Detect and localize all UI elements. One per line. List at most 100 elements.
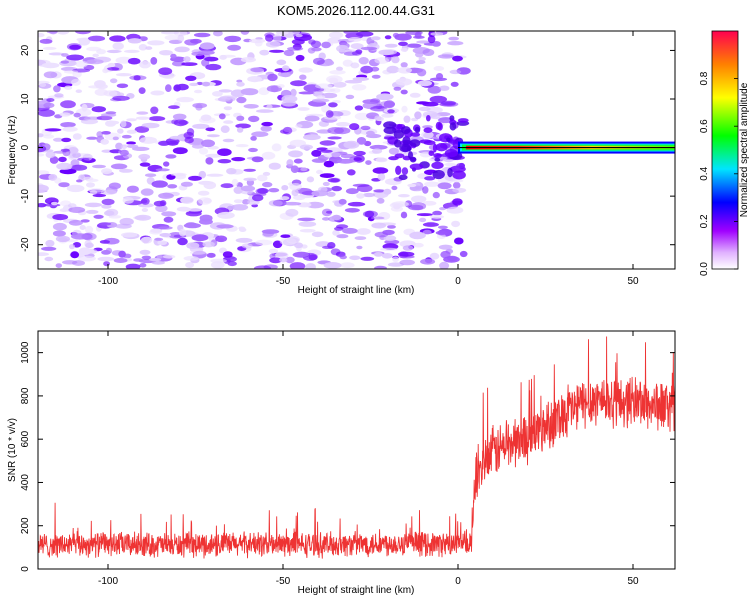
- carrier-streak: [458, 141, 675, 154]
- spectrogram-noise-blob: [437, 182, 452, 190]
- spectrogram-noise-blob: [48, 52, 65, 56]
- spectrogram-noise-blob: [400, 89, 408, 95]
- spectrogram-noise-blob: [44, 256, 54, 262]
- spectrogram-noise-blob: [155, 168, 170, 172]
- spectrogram-noise-blob: [163, 161, 170, 167]
- spectrogram-noise-blob: [423, 127, 433, 133]
- spectrogram-noise-blob: [119, 168, 133, 173]
- spectrogram-noise-blob: [92, 164, 106, 169]
- spectrogram-noise-blob: [392, 256, 399, 263]
- spectrogram-noise-blob: [457, 118, 469, 123]
- spectrogram-noise-blob: [233, 199, 243, 204]
- spectrogram-noise-blob: [101, 198, 115, 206]
- spectrogram-noise-blob: [72, 133, 82, 140]
- spectrogram-noise-blob: [290, 88, 297, 97]
- spectrogram-y-tick-label: 20: [20, 44, 31, 56]
- snr-y-tick-label: 800: [20, 387, 31, 404]
- spectrogram-noise-blob: [299, 74, 307, 80]
- spectrogram-noise-blob: [158, 226, 173, 230]
- spectrogram-noise-blob: [180, 196, 194, 204]
- snr-y-tick-label: 600: [20, 430, 31, 447]
- spectrogram-noise-blob: [109, 35, 126, 42]
- spectrogram-noise-blob: [181, 62, 198, 66]
- spectrogram-noise-blob: [459, 250, 468, 258]
- spectrogram-noise-blob: [253, 265, 272, 269]
- spectrogram-noise-blob: [85, 242, 94, 249]
- spectrogram-noise-blob: [75, 89, 83, 93]
- spectrogram-noise-blob: [41, 246, 57, 251]
- spectrogram-noise-blob: [351, 84, 367, 91]
- spectrogram-noise-blob: [158, 67, 173, 75]
- spectrogram-noise-blob: [165, 154, 177, 159]
- spectrogram-noise-blob: [440, 250, 451, 259]
- spectrogram-noise-blob: [297, 217, 316, 222]
- spectrogram-noise-blob: [235, 123, 251, 129]
- spectrogram-y-ticks: 20 10 0 -10 -20: [20, 44, 675, 252]
- spectrogram-x-tick-label: -50: [276, 276, 291, 287]
- spectrogram-noise-blob: [101, 250, 111, 255]
- spectrogram-noise-blob: [251, 131, 269, 137]
- spectrogram-noise-blob: [311, 158, 327, 163]
- spectrogram-noise-blob: [135, 116, 150, 120]
- colorbar-tick-label: 0.2: [699, 214, 710, 228]
- snr-background: [38, 331, 675, 569]
- spectrogram-noise-blob: [306, 201, 324, 209]
- spectrogram-noise-blob: [254, 40, 263, 47]
- spectrogram-noise-blob: [449, 122, 457, 131]
- spectrogram-noise-blob: [119, 217, 134, 226]
- spectrogram-noise-blob: [162, 75, 174, 79]
- spectrogram-noise-blob: [60, 148, 70, 152]
- spectrogram-noise-blob: [370, 36, 381, 41]
- spectrogram-noise-blob: [52, 222, 67, 231]
- snr-y-tick-label: 0: [20, 566, 31, 572]
- spectrogram-noise-blob: [80, 119, 99, 125]
- spectrogram-noise-blob: [171, 119, 179, 125]
- spectrogram-noise-blob: [45, 239, 55, 247]
- spectrogram-noise-blob: [179, 228, 187, 237]
- spectrogram-noise-blob: [113, 258, 128, 263]
- spectrogram-noise-blob: [321, 92, 338, 99]
- spectrogram-noise-blob: [444, 149, 458, 158]
- spectrogram-noise-blob: [240, 57, 256, 63]
- spectrogram-noise-blob: [110, 163, 128, 170]
- spectrogram-noise-blob: [141, 255, 152, 260]
- spectrogram-noise-blob: [61, 53, 69, 57]
- spectrogram-noise-blob: [199, 42, 215, 50]
- spectrogram-noise-blob: [448, 36, 460, 41]
- spectrogram-noise-blob: [401, 105, 408, 113]
- colorbar-tick-label: 0.6: [699, 119, 710, 133]
- spectrogram-noise-blob: [279, 237, 297, 246]
- spectrogram-noise-blob: [398, 251, 415, 257]
- spectrogram-noise-blob: [289, 262, 306, 269]
- spectrogram-noise-blob: [70, 78, 81, 86]
- spectrogram-noise-blob: [336, 66, 343, 72]
- spectrogram-noise-blob: [193, 32, 211, 38]
- spectrogram-noise-blob: [431, 41, 441, 47]
- spectrogram-noise-blob: [356, 137, 367, 145]
- spectrogram-noise-blob: [53, 137, 64, 142]
- spectrogram-noise-blob: [176, 206, 191, 212]
- spectrogram-noise-blob: [420, 258, 436, 265]
- spectrogram-noise-blob: [372, 167, 389, 174]
- spectrogram-noise-blob: [349, 123, 360, 131]
- spectrogram-noise-blob: [78, 247, 92, 255]
- spectrogram-noise-blob: [55, 263, 62, 268]
- spectrogram-noise-blob: [414, 126, 421, 134]
- spectrogram-noise-blob: [400, 126, 411, 135]
- snr-x-tick-label: 0: [455, 576, 461, 587]
- spectrogram-noise-blob: [299, 228, 316, 233]
- spectrogram-noise-blob: [293, 158, 303, 164]
- spectrogram-noise-blob: [280, 196, 290, 201]
- spectrogram-noise-blob: [120, 144, 128, 149]
- spectrogram-noise-blob: [345, 94, 355, 100]
- spectrogram-noise-blob: [100, 189, 117, 195]
- spectrogram-noise-blob: [289, 139, 306, 147]
- spectrogram-noise-blob: [186, 242, 200, 250]
- spectrogram-noise-blob: [198, 197, 212, 205]
- spectrogram-noise-blob: [216, 224, 234, 229]
- spectrogram-noise-blob: [356, 193, 365, 199]
- spectrogram-noise-blob: [224, 35, 242, 43]
- spectrogram-noise-blob: [352, 183, 370, 187]
- spectrogram-noise-blob: [447, 41, 464, 46]
- spectrogram-noise-blob: [198, 147, 209, 155]
